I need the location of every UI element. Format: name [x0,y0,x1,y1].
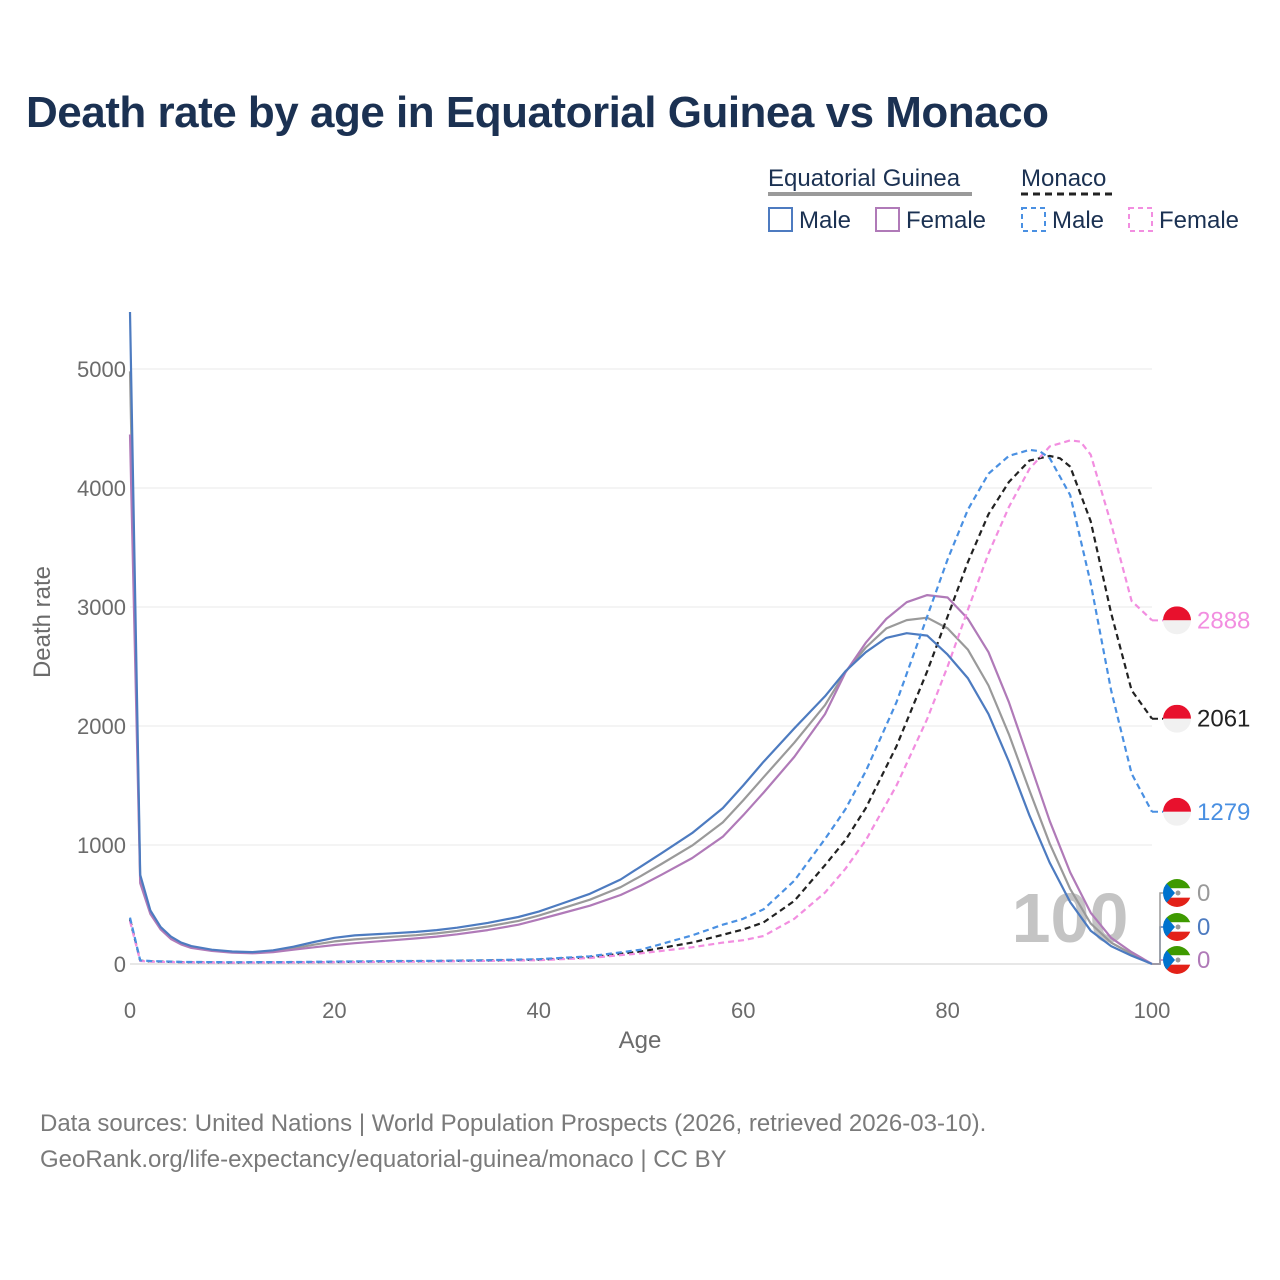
x-tick-label: 20 [322,998,346,1023]
end-value-label: 2061 [1197,706,1250,733]
series-line-equatorial-guinea-female[interactable] [128,434,1153,965]
x-axis-label: Age [619,1027,662,1054]
legend-swatch-mc-male [1021,207,1046,232]
end-value-label: 0 [1197,880,1210,907]
legend-item-mc-female[interactable]: Female [1159,207,1239,234]
series-line-monaco-male[interactable] [128,448,1153,964]
series-line-monaco-total[interactable] [128,454,1153,964]
end-labels: 0 0 0 1279 2888 2061 [1152,606,1250,974]
legend[interactable]: Equatorial Guinea Monaco Male Female Mal… [768,165,1239,234]
gridlines [130,368,1152,965]
legend-swatch-mc-female [1128,207,1153,232]
x-tick-label: 0 [124,998,136,1023]
end-value-label: 0 [1197,947,1210,974]
monaco-flag-icon [1163,606,1191,635]
series-line-monaco-female[interactable] [128,439,1153,964]
equatorial-guinea-flag-icon [1163,879,1191,907]
y-tick-label: 4000 [77,476,126,501]
x-tick-label: 60 [731,998,755,1023]
series-line-equatorial-guinea-male[interactable] [128,311,1153,966]
end-value-label: 1279 [1197,799,1250,826]
equatorial-guinea-flag-icon [1163,946,1191,974]
legend-item-eg-female[interactable]: Female [906,207,986,234]
footer-sources: Data sources: United Nations | World Pop… [40,1110,987,1137]
x-axis-ticks: 0 20 40 60 80 100 [124,998,1170,1023]
monaco-flag-icon [1163,797,1191,826]
equatorial-guinea-flag-icon [1163,913,1191,941]
footer: Data sources: United Nations | World Pop… [40,1106,986,1178]
y-tick-label: 1000 [77,833,126,858]
x-tick-label: 80 [935,998,959,1023]
y-tick-label: 3000 [77,595,126,620]
series-layer [128,311,1153,966]
series-line-equatorial-guinea-total[interactable] [128,371,1153,965]
monaco-flag-icon [1163,704,1191,733]
y-axis-ticks: 0 1000 2000 3000 4000 5000 [77,357,126,977]
y-axis-label: Death rate [29,566,56,678]
end-value-label: 0 [1197,914,1210,941]
y-tick-label: 2000 [77,714,126,739]
y-tick-label: 5000 [77,357,126,382]
footer-link[interactable]: GeoRank.org/life-expectancy/equatorial-g… [40,1146,727,1173]
x-tick-label: 40 [527,998,551,1023]
legend-group-equatorial-guinea[interactable]: Equatorial Guinea [768,165,961,192]
x-tick-label: 100 [1134,998,1171,1023]
legend-group-monaco[interactable]: Monaco [1021,165,1106,192]
chart-title: Death rate by age in Equatorial Guinea v… [26,88,1049,137]
legend-item-eg-male[interactable]: Male [799,207,851,234]
y-tick-label: 0 [114,952,126,977]
legend-item-mc-male[interactable]: Male [1052,207,1104,234]
legend-swatch-eg-male [768,207,793,232]
end-value-label: 2888 [1197,607,1250,634]
legend-swatch-eg-female [875,207,900,232]
